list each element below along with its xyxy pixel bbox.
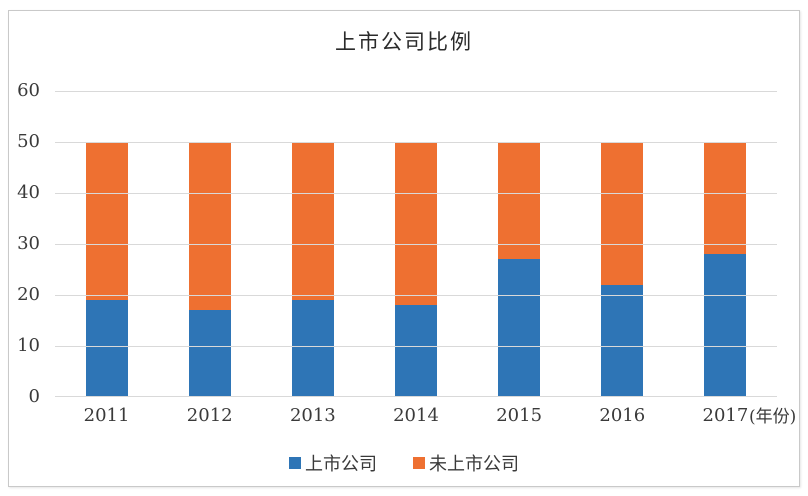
legend-label-listed: 上市公司	[305, 454, 377, 475]
legend: 上市公司 未上市公司	[0, 450, 808, 476]
bar-stack-2016	[601, 142, 644, 397]
bar-segment-unlisted-2013	[291, 142, 334, 301]
bar-stack-2015	[498, 142, 541, 397]
chart-title: 上市公司比例	[335, 30, 473, 54]
legend-swatch-listed	[289, 457, 301, 469]
legend-swatch-unlisted	[413, 457, 425, 469]
bar-slot-2013	[261, 91, 364, 397]
gridline-40	[55, 193, 777, 194]
bar-slot-2012	[158, 91, 261, 397]
bars-row	[55, 91, 777, 397]
gridline-50	[55, 142, 777, 143]
bar-segment-listed-2016	[601, 284, 644, 397]
x-tick-label-2012: 2012	[186, 405, 233, 426]
y-tick-label-50: 50	[17, 131, 40, 152]
y-tick-label-40: 40	[17, 182, 40, 203]
bar-segment-listed-2017	[704, 254, 747, 397]
x-tick-label-2017: 2017	[702, 405, 749, 426]
bar-slot-2017	[674, 91, 777, 397]
bar-stack-2012	[188, 142, 231, 397]
bar-segment-unlisted-2011	[85, 142, 128, 301]
bar-slot-2016	[571, 91, 674, 397]
bar-stack-2014	[394, 142, 437, 397]
bar-segment-listed-2013	[291, 300, 334, 397]
gridline-30	[55, 244, 777, 245]
x-tick-label-2015: 2015	[496, 405, 543, 426]
x-axis-unit-label: (年份)	[749, 407, 797, 427]
gridline-20	[55, 295, 777, 296]
x-tick-label-2014: 2014	[393, 405, 439, 426]
bar-segment-unlisted-2014	[394, 142, 437, 306]
bar-stack-2013	[291, 142, 334, 397]
legend-label-unlisted: 未上市公司	[429, 454, 519, 475]
bar-slot-2015	[468, 91, 571, 397]
bar-segment-listed-2011	[85, 300, 128, 397]
y-tick-label-10: 10	[17, 335, 40, 356]
plot-area	[55, 91, 777, 397]
bar-segment-listed-2014	[394, 305, 437, 397]
gridline-10	[55, 346, 777, 347]
x-tick-label-2011: 2011	[83, 405, 130, 426]
y-tick-label-0: 0	[28, 386, 40, 407]
y-tick-label-20: 20	[17, 284, 40, 305]
gridline-0	[55, 396, 777, 397]
bar-segment-unlisted-2017	[704, 142, 747, 255]
x-tick-label-2013: 2013	[289, 405, 336, 426]
bar-segment-listed-2012	[188, 310, 231, 397]
legend-item-unlisted: 未上市公司	[413, 450, 519, 476]
bar-segment-listed-2015	[498, 259, 541, 397]
bar-segment-unlisted-2015	[498, 142, 541, 260]
legend-item-listed: 上市公司	[289, 450, 377, 476]
y-tick-label-30: 30	[17, 233, 40, 254]
gridline-60	[55, 91, 777, 92]
bar-stack-2017	[704, 142, 747, 397]
y-tick-label-60: 60	[17, 80, 40, 101]
bar-segment-unlisted-2016	[601, 142, 644, 285]
bar-slot-2014	[364, 91, 467, 397]
bar-slot-2011	[55, 91, 158, 397]
x-tick-label-2016: 2016	[599, 405, 646, 426]
bar-stack-2011	[85, 142, 128, 397]
bar-segment-unlisted-2012	[188, 142, 231, 311]
